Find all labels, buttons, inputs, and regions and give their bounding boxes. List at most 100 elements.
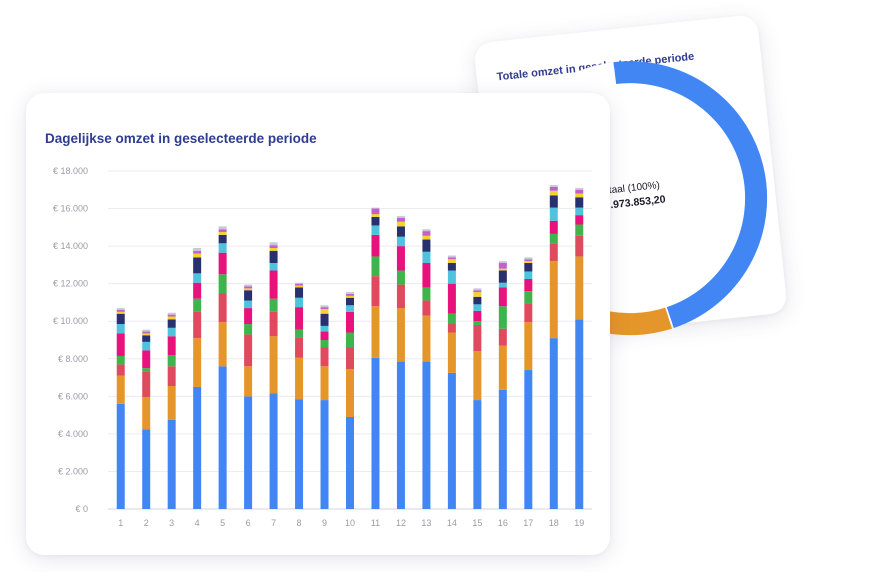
bar-segment [167,336,176,356]
x-tick-label: 3 [169,518,174,528]
bar-segment [473,310,482,322]
bar-segment [116,311,125,314]
bar-segment [142,329,151,332]
bar-segment [422,263,431,288]
bar-segment [524,263,533,272]
bar-segment [575,256,584,320]
bar-segment [320,347,329,367]
x-tick-label: 9 [322,518,327,528]
x-tick-label: 17 [523,518,533,528]
bar-segment [396,221,405,227]
y-tick-label: € 16.000 [53,204,88,214]
bar-segment [193,273,202,283]
bar-segment [320,325,329,332]
bar-segment [549,338,558,509]
bar-segment [473,296,482,305]
y-tick-label: € 2.000 [58,466,88,476]
bar-segment [218,234,227,244]
bar-segment [371,214,380,218]
bar-segment [549,185,558,187]
bar-segment [549,207,558,221]
bar-segment [371,357,380,509]
bar-segment [422,239,431,252]
bar-segment [295,287,304,298]
bar-segment [575,319,584,509]
bar-segment [524,322,533,371]
x-tick-label: 16 [498,518,508,528]
bar-segment [473,290,482,293]
bar-segment [193,311,202,339]
bar-segment [473,292,482,297]
bar-segment [218,229,227,233]
bar-stack [447,255,456,509]
bar-segment [269,311,278,337]
bar-segment [524,257,533,260]
bar-segment [473,351,482,401]
bar-segment [244,290,253,301]
y-tick-label: € 14.000 [53,241,88,251]
bar-segment [295,307,304,330]
bar-segment [218,293,227,323]
bar-segment [320,331,329,340]
bar-segment [498,345,507,390]
bar-segment [498,287,507,307]
bar-segment [142,397,151,430]
bar-stack [320,305,329,509]
bar-stack [524,257,533,509]
bar-segment [167,366,176,387]
bar-segment [269,242,278,246]
bar-segment [244,334,253,367]
bar-stack [244,284,253,509]
bar-segment [116,324,125,334]
bar-segment [116,313,125,325]
bar-segment [498,263,507,269]
bar-segment [269,245,278,248]
x-tick-label: 2 [144,518,149,528]
bar-segment [295,357,304,400]
bar-segment [447,263,456,271]
bar-segment [422,251,431,264]
bar-segment [396,216,405,218]
bar-stack [116,308,125,509]
bar-segment [244,286,253,289]
bar-segment [269,263,278,271]
bar-segment [167,355,176,367]
bar-stack [422,229,431,509]
bar-segment [167,316,176,320]
bar-segment [422,315,431,362]
bar-segment [575,215,584,225]
x-tick-label: 10 [345,518,355,528]
x-tick-label: 12 [396,518,406,528]
bar-segment [167,327,176,337]
bar-segment [549,220,558,234]
bar-segment [116,403,125,509]
bar-segment [396,236,405,247]
bar-segment [447,257,456,260]
bar-segment [447,283,456,314]
bar-segment [346,416,354,509]
bar-segment [524,278,533,292]
bar-segment [167,386,176,420]
bar-segment [193,386,202,509]
bar-segment [371,234,380,257]
bar-segment [447,270,456,284]
bar-segment [498,270,507,283]
bar-segment [371,306,380,358]
bar-segment [371,208,380,215]
x-tick-label: 11 [371,518,380,528]
bar-segment [371,207,380,209]
bar-segment [549,261,558,339]
bar-segment [218,274,227,294]
bar-segment [218,322,227,367]
bar-segment [498,261,507,264]
bar-segment [346,369,354,417]
x-tick-label: 18 [549,518,559,528]
y-tick-label: € 18.000 [53,166,88,176]
bar-segment [295,329,304,338]
bar-segment [524,291,533,304]
bar-segment [346,293,354,296]
x-tick-label: 5 [220,518,225,528]
bar-segment [371,225,380,235]
bar-segment [422,229,431,232]
bar-segment [142,331,151,334]
